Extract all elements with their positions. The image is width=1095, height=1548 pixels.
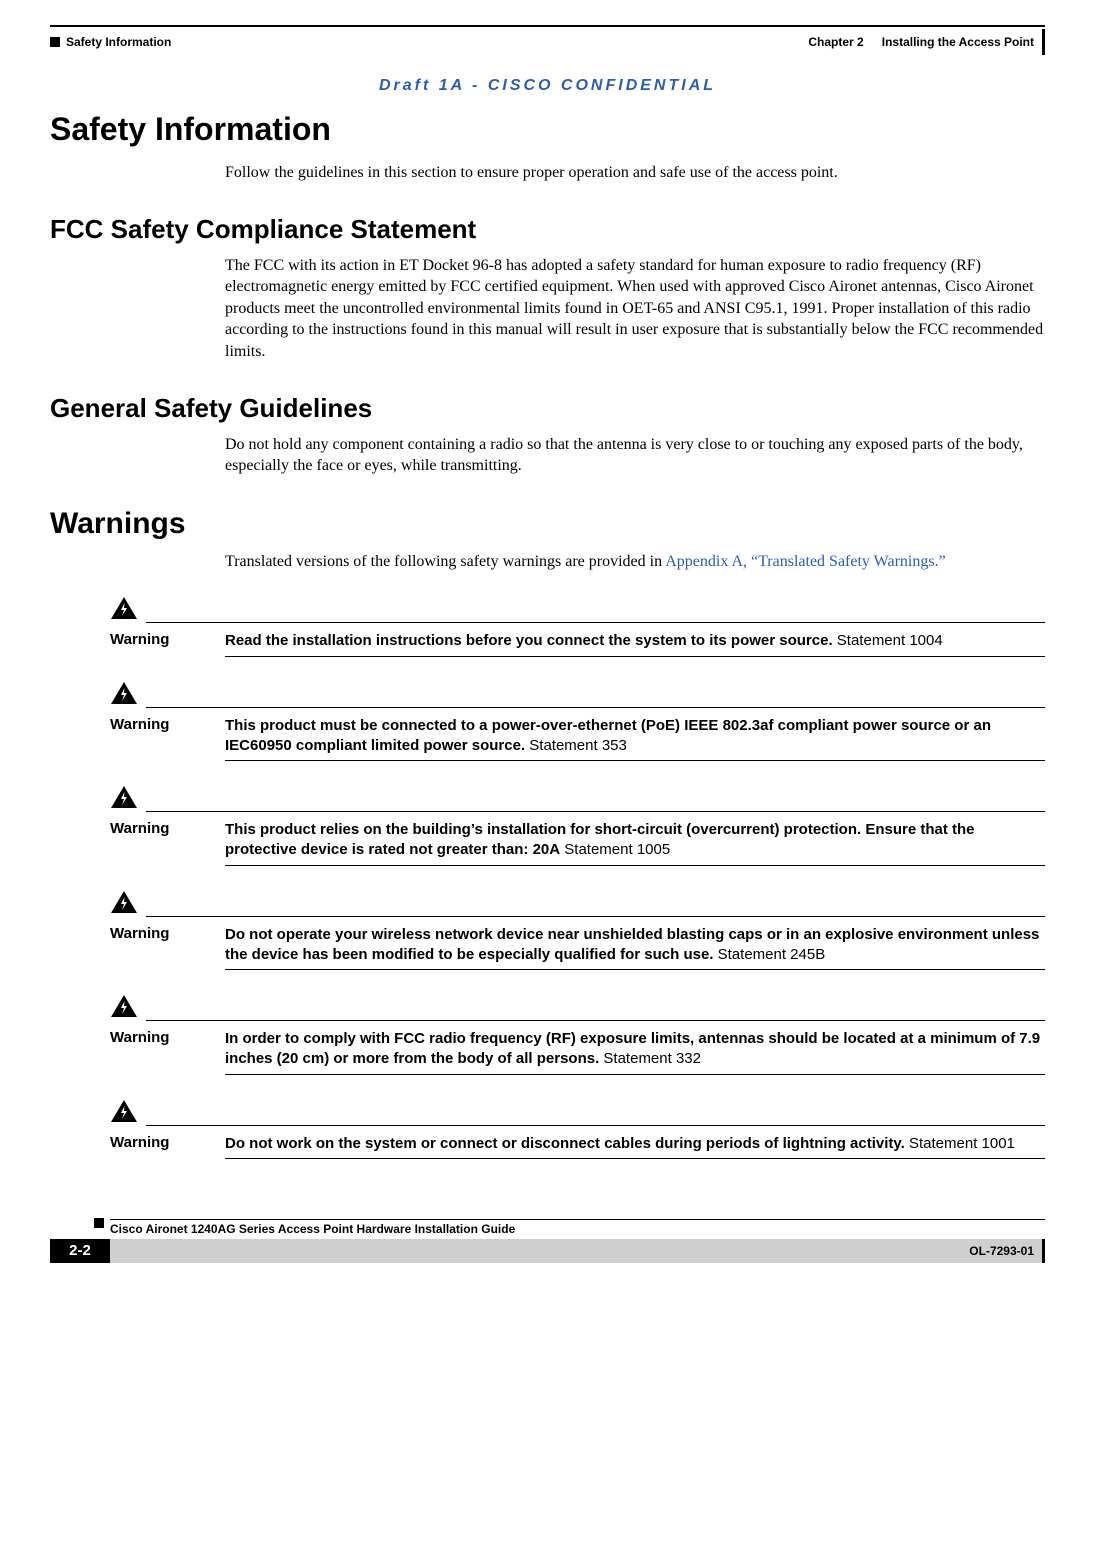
warnings-intro-prefix: Translated versions of the following saf… <box>225 553 665 570</box>
warning-block: Warning Read the installation instructio… <box>110 596 1045 656</box>
warning-text: This product must be connected to a powe… <box>225 716 1045 757</box>
warning-bottom-rule <box>225 865 1045 866</box>
warning-text-bold: Do not work on the system or connect or … <box>225 1135 905 1152</box>
warning-bottom-rule <box>225 656 1045 657</box>
warning-block: Warning Do not operate your wireless net… <box>110 890 1045 971</box>
warning-block: Warning This product relies on the build… <box>110 785 1045 866</box>
warning-label: Warning <box>110 820 225 837</box>
page-header: Safety Information Chapter 2 Installing … <box>50 29 1045 55</box>
warning-bottom-rule <box>225 760 1045 761</box>
warning-triangle-icon <box>110 785 138 809</box>
header-section-label: Safety Information <box>66 35 171 49</box>
warning-label: Warning <box>110 925 225 942</box>
fcc-body: The FCC with its action in ET Docket 96-… <box>225 255 1045 363</box>
warning-text: This product relies on the building’s in… <box>225 820 1045 861</box>
top-horizontal-rule <box>50 25 1045 27</box>
warning-top-rule <box>146 1125 1045 1126</box>
header-left: Safety Information <box>50 35 171 49</box>
warning-text: In order to comply with FCC radio freque… <box>225 1029 1045 1070</box>
footer-guide-title: Cisco Aironet 1240AG Series Access Point… <box>110 1222 1045 1236</box>
safety-information-body: Follow the guidelines in this section to… <box>225 162 1045 184</box>
warning-top-rule <box>146 916 1045 917</box>
footer-doc-id: OL-7293-01 <box>110 1239 1042 1263</box>
warning-block: Warning This product must be connected t… <box>110 681 1045 762</box>
page-footer: Cisco Aironet 1240AG Series Access Point… <box>50 1219 1045 1263</box>
general-safety-body: Do not hold any component containing a r… <box>225 434 1045 477</box>
warning-triangle-icon <box>110 890 138 914</box>
footer-rule <box>110 1219 1045 1220</box>
warning-text: Do not operate your wireless network dev… <box>225 925 1045 966</box>
footer-left-marker-icon <box>94 1218 104 1228</box>
warning-block: Warning Do not work on the system or con… <box>110 1099 1045 1159</box>
warning-bottom-rule <box>225 1158 1045 1159</box>
warning-text: Do not work on the system or connect or … <box>225 1134 1045 1154</box>
warning-label: Warning <box>110 716 225 733</box>
footer-bar: 2-2 OL-7293-01 <box>50 1239 1045 1263</box>
appendix-a-link[interactable]: Appendix A, “Translated Safety Warnings.… <box>665 553 945 570</box>
header-left-marker-icon <box>50 37 60 47</box>
warning-triangle-icon <box>110 1099 138 1123</box>
warning-statement-id: Statement 245B <box>713 946 825 963</box>
footer-right-marker-icon <box>1042 1239 1045 1263</box>
heading-warnings: Warnings <box>50 507 1045 541</box>
header-right: Chapter 2 Installing the Access Point <box>808 29 1045 55</box>
warning-top-rule <box>146 1020 1045 1021</box>
warning-bottom-rule <box>225 969 1045 970</box>
warning-statement-id: Statement 1001 <box>905 1135 1015 1152</box>
warning-label: Warning <box>110 1029 225 1046</box>
warning-statement-id: Statement 1005 <box>560 841 670 858</box>
warning-text-bold: Do not operate your wireless network dev… <box>225 926 1039 963</box>
warning-top-rule <box>146 811 1045 812</box>
header-right-marker-icon <box>1042 29 1045 55</box>
header-chapter-title: Installing the Access Point <box>882 35 1034 49</box>
warning-top-rule <box>146 622 1045 623</box>
footer-page-number: 2-2 <box>50 1239 110 1263</box>
warning-triangle-icon <box>110 681 138 705</box>
warning-top-rule <box>146 707 1045 708</box>
warning-block: Warning In order to comply with FCC radi… <box>110 994 1045 1075</box>
confidential-banner: Draft 1A - CISCO CONFIDENTIAL <box>50 77 1045 95</box>
warning-triangle-icon <box>110 994 138 1018</box>
warning-label: Warning <box>110 631 225 648</box>
warning-triangle-icon <box>110 596 138 620</box>
warning-label: Warning <box>110 1134 225 1151</box>
warning-bottom-rule <box>225 1074 1045 1075</box>
header-chapter-label: Chapter 2 <box>808 35 863 49</box>
warning-text: Read the installation instructions befor… <box>225 631 1045 651</box>
warning-statement-id: Statement 332 <box>599 1050 701 1067</box>
warnings-intro: Translated versions of the following saf… <box>225 551 1045 573</box>
warning-statement-id: Statement 353 <box>525 737 627 754</box>
heading-safety-information: Safety Information <box>50 111 1045 148</box>
warning-text-bold: Read the installation instructions befor… <box>225 632 833 649</box>
heading-general-safety: General Safety Guidelines <box>50 393 1045 424</box>
heading-fcc: FCC Safety Compliance Statement <box>50 214 1045 245</box>
warning-statement-id: Statement 1004 <box>833 632 943 649</box>
